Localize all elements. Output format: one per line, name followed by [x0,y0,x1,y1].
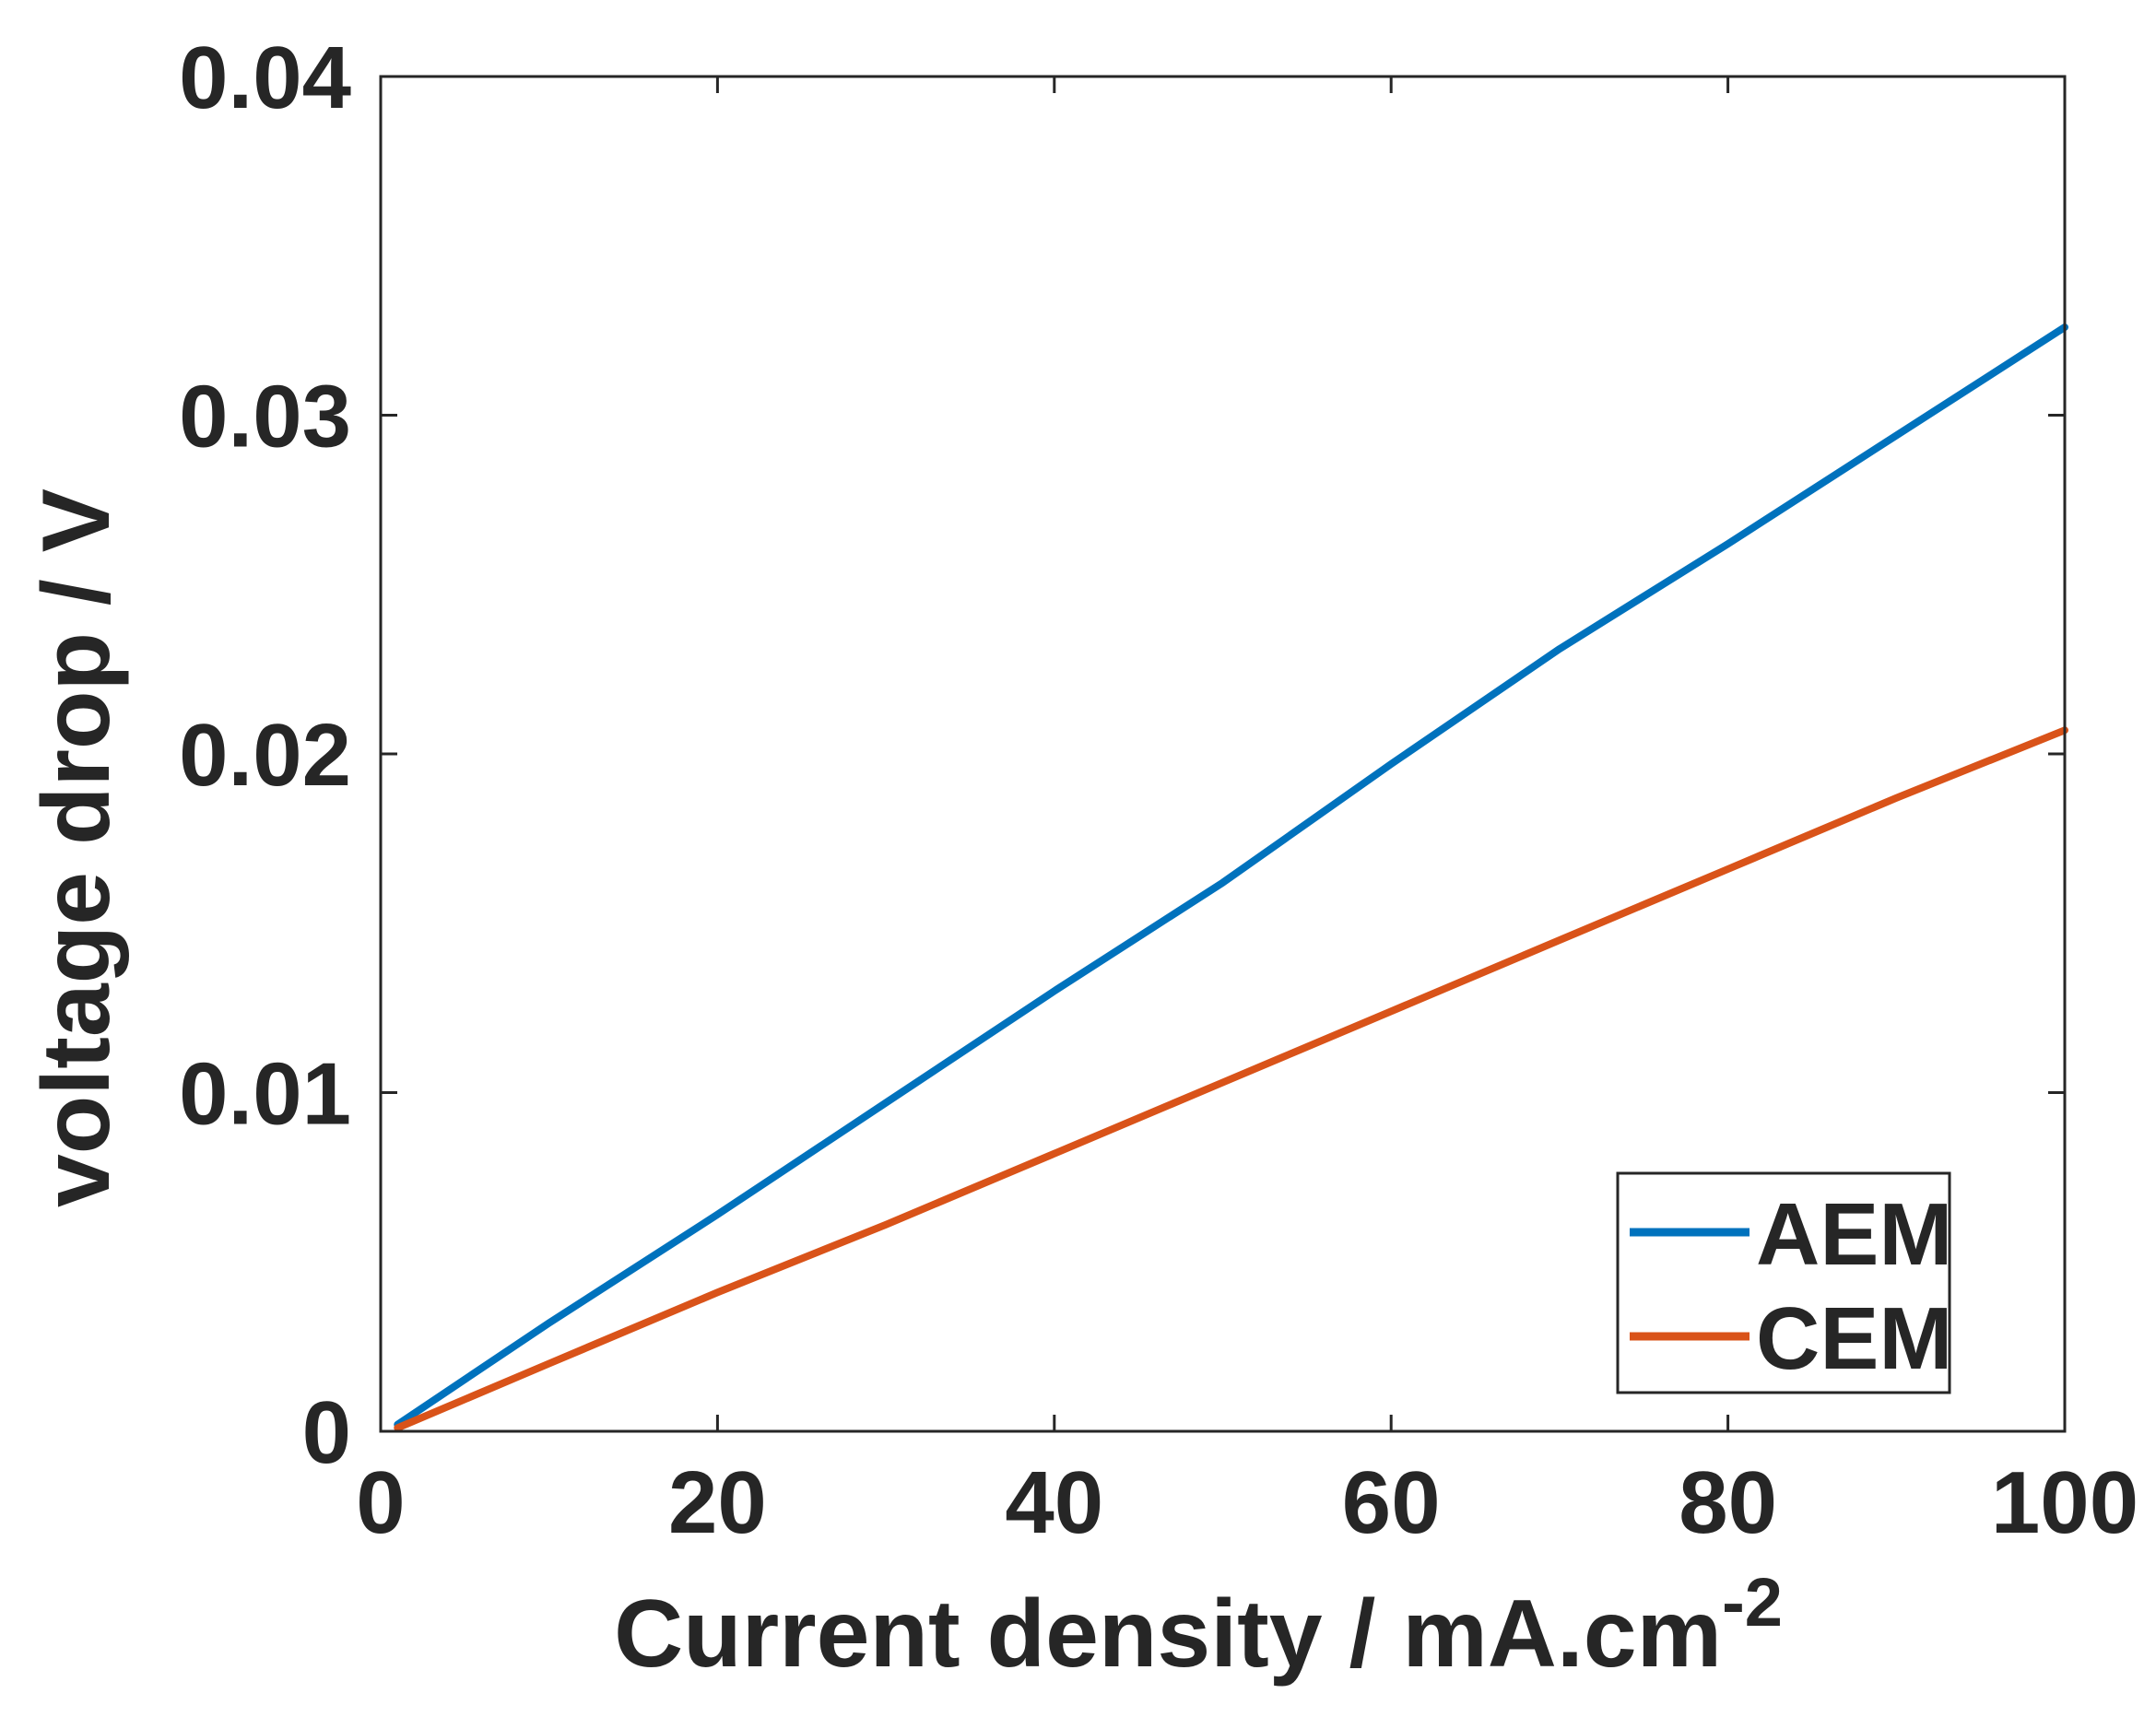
y-tick-label-2: 0.02 [179,706,351,805]
x-tick-label-2: 40 [1005,1453,1103,1552]
x-axis-label-text: Current density / mA.cm [614,1581,1722,1688]
series-line-aem [394,323,2068,1429]
x-tick-label-1: 20 [668,1453,767,1552]
tick-labels-layer: 0 20 40 60 80 100 0 0.01 0.02 0.03 0.04 [179,29,2138,1552]
legend-label-cem: CEM [1756,1289,1952,1388]
legend-label-aem: AEM [1756,1185,1952,1284]
y-tick-label-0: 0 [302,1383,351,1482]
x-tick-label-4: 80 [1679,1453,1777,1552]
plot-frame [379,75,2067,1433]
legend-box [1616,1171,1951,1394]
x-tick-label-0: 0 [356,1453,405,1552]
x-axis-label: Current density / mA.cm-2 [614,1564,1783,1688]
series-line-cem [394,726,2068,1432]
y-axis-label: voltage drop / V [23,488,130,1207]
y-tick-label-4: 0.04 [179,29,351,127]
y-tick-label-3: 0.03 [179,368,351,466]
legend: AEM CEM [1616,1171,1952,1394]
x-tick-label-5: 100 [1991,1453,2138,1552]
series-layer [394,323,2068,1432]
x-axis-label-superscript: -2 [1722,1564,1783,1641]
x-tick-label-3: 60 [1342,1453,1441,1552]
y-tick-label-1: 0.01 [179,1045,351,1144]
